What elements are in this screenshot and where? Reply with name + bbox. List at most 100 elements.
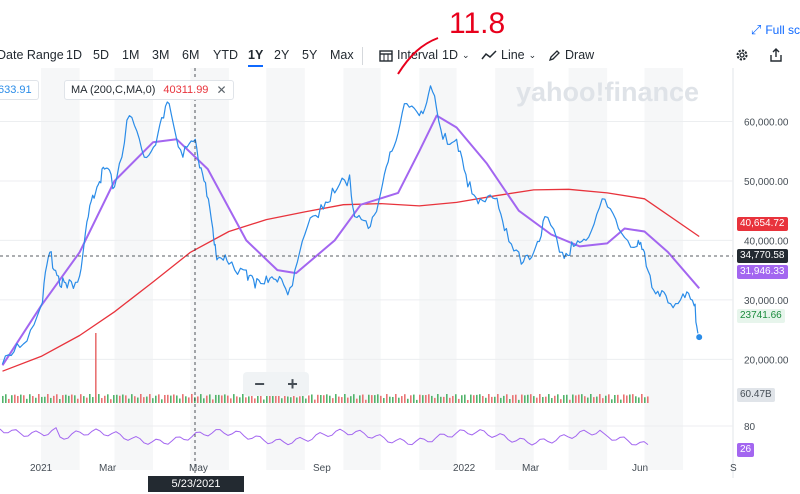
volume-bar <box>548 394 550 403</box>
volume-bar <box>197 396 199 403</box>
x-tick-label: Mar <box>522 463 540 474</box>
volume-bar <box>497 394 499 403</box>
volume-bar <box>65 394 67 403</box>
volume-bar <box>17 395 19 403</box>
volume-bar <box>320 395 322 403</box>
volume-bar <box>575 395 577 403</box>
chevron-down-icon: ⌄ <box>528 49 537 60</box>
volume-bar <box>647 396 649 403</box>
line-label: Line <box>501 48 525 62</box>
handwritten-annotation: 11.8 <box>449 7 505 40</box>
volume-bar <box>572 394 574 403</box>
volume-bar <box>632 394 634 403</box>
last-price-dot <box>695 333 704 342</box>
volume-bar <box>281 398 283 403</box>
ma50-price-tag: 31,946.33 <box>737 265 788 279</box>
volume-bar <box>329 395 331 403</box>
volume-bar <box>242 394 244 403</box>
volume-bar <box>371 395 373 403</box>
range-max[interactable]: Max <box>330 48 354 62</box>
volume-bar <box>158 394 160 403</box>
volume-bar <box>407 398 409 403</box>
volume-bar <box>215 394 217 403</box>
volume-bar <box>152 398 154 403</box>
range-5d[interactable]: 5D <box>93 48 109 62</box>
volume-bar <box>50 397 52 403</box>
volume-bar <box>389 396 391 403</box>
zoom-out-button[interactable]: − <box>254 374 265 394</box>
close-icon[interactable]: ✕ <box>216 83 227 97</box>
rsi-line <box>0 426 649 446</box>
y-tick-label: 50,000.00 <box>744 177 789 188</box>
volume-bar <box>461 395 463 403</box>
volume-bar <box>413 394 415 403</box>
ma200-price-tag: 40,654.72 <box>737 217 788 231</box>
volume-bar <box>614 394 616 403</box>
range-ytd[interactable]: YTD <box>213 48 238 62</box>
yahoo-finance-watermark: yahoo!finance <box>516 77 699 107</box>
month-band <box>114 68 154 470</box>
range-date-range[interactable]: Date Range <box>0 48 64 62</box>
volume-bar <box>212 399 214 403</box>
gear-icon[interactable] <box>735 48 749 62</box>
volume-bar <box>341 397 343 403</box>
volume-bar <box>83 396 85 403</box>
volume-bar <box>116 394 118 403</box>
volume-bar <box>602 398 604 403</box>
volume-bar <box>398 397 400 403</box>
volume-bar <box>641 394 643 403</box>
price-legend-value: 633.91 <box>0 84 32 96</box>
draw-button[interactable]: Draw <box>548 48 594 62</box>
volume-bar <box>293 394 295 403</box>
interval-button[interactable]: Interval 1D ⌄ <box>379 48 470 62</box>
volume-bar <box>590 394 592 403</box>
volume-bar <box>188 397 190 403</box>
range-1m[interactable]: 1M <box>122 48 140 62</box>
zoom-in-button[interactable]: + <box>287 374 298 394</box>
volume-bar <box>296 397 298 403</box>
volume-bar <box>161 399 163 403</box>
volume-bar <box>140 394 142 403</box>
volume-bar <box>14 394 16 403</box>
volume-bar <box>119 395 121 403</box>
fullscreen-label: Full sc <box>765 23 800 37</box>
volume-bar <box>581 394 583 403</box>
volume-bar <box>254 398 256 403</box>
volume-bar <box>314 399 316 403</box>
volume-bar <box>518 399 520 403</box>
range-6m[interactable]: 6M <box>182 48 200 62</box>
volume-bar <box>584 396 586 403</box>
volume-bar <box>377 394 379 403</box>
range-1y[interactable]: 1Y <box>248 48 264 67</box>
volume-bar <box>266 394 268 403</box>
volume-bar <box>71 394 73 403</box>
volume-bar <box>437 394 439 403</box>
volume-bar <box>38 394 40 403</box>
range-5y[interactable]: 5Y <box>302 48 318 62</box>
range-3m[interactable]: 3M <box>152 48 170 62</box>
volume-bar <box>326 394 328 403</box>
volume-bar <box>236 396 238 403</box>
volume-bar <box>536 397 538 403</box>
fullscreen-button[interactable]: ⤢ Full sc <box>751 22 800 38</box>
volume-bar <box>521 394 523 403</box>
volume-bar <box>479 394 481 403</box>
volume-bar <box>275 394 277 403</box>
range-2y[interactable]: 2Y <box>274 48 290 62</box>
line-type-button[interactable]: Line ⌄ <box>481 48 536 62</box>
month-band <box>41 68 80 470</box>
volume-bar <box>323 395 325 403</box>
y-tick-label: 40,000.00 <box>744 236 789 247</box>
range-1d[interactable]: 1D <box>66 48 82 62</box>
volume-bar <box>143 397 145 403</box>
volume-bar <box>527 394 529 403</box>
share-icon[interactable] <box>769 48 783 62</box>
volume-bar <box>77 398 79 403</box>
volume-bar <box>386 394 388 403</box>
volume-bar <box>332 398 334 403</box>
volume-bar <box>203 398 205 403</box>
pencil-icon <box>548 49 560 61</box>
volume-bar <box>425 394 427 403</box>
volume-bar <box>428 394 430 403</box>
